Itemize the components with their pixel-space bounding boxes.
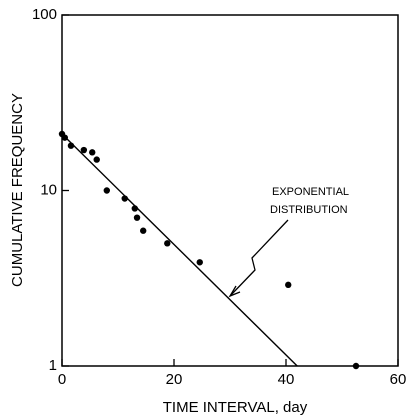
x-axis-label: TIME INTERVAL, day <box>163 399 308 416</box>
x-tick-label: 20 <box>166 371 183 388</box>
data-point <box>67 142 75 149</box>
arrow-head <box>228 285 241 298</box>
data-point <box>285 281 292 289</box>
y-tick-label: 1 <box>49 357 57 374</box>
y-axis-label: CUMULATIVE FREQUENCY <box>9 93 26 287</box>
x-tick-label: 0 <box>58 371 66 388</box>
data-point <box>103 187 111 194</box>
y-tick-label: 100 <box>32 6 57 23</box>
data-point <box>61 134 68 141</box>
data-point <box>352 362 360 370</box>
data-point <box>140 227 147 234</box>
data-point <box>89 149 96 156</box>
x-tick-label: 40 <box>278 371 295 388</box>
data-point <box>131 205 138 212</box>
data-point <box>133 214 141 221</box>
data-point <box>196 259 203 266</box>
fit-line <box>61 133 298 367</box>
y-tick-label: 10 <box>40 181 57 198</box>
data-point <box>93 156 100 163</box>
data-point <box>121 195 128 202</box>
x-tick-label: 60 <box>390 371 407 388</box>
annotation-arrow <box>229 219 289 297</box>
annotation: EXPONENTIAL <box>272 186 349 198</box>
annotation: DISTRIBUTION <box>270 204 348 216</box>
data-point <box>164 240 171 247</box>
data-point <box>80 146 88 154</box>
